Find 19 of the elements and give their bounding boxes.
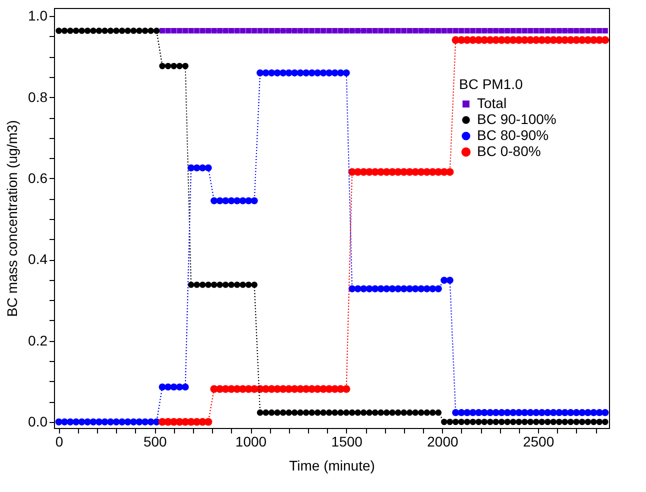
legend-label: BC 0-80%	[477, 143, 541, 159]
x-axis-title: Time (minute)	[289, 458, 375, 474]
x-tick-label: 2000	[427, 434, 458, 450]
y-tick-label: 0.8	[28, 88, 48, 105]
y-tick-label: 0.0	[28, 413, 48, 430]
legend-label: Total	[477, 95, 507, 111]
legend-label: BC 80-90%	[477, 127, 549, 143]
y-tick-label: 1.0	[28, 8, 48, 24]
y-tick-label: 0.2	[28, 332, 48, 348]
y-tick-label: 0.4	[28, 251, 48, 268]
y-axis-title: BC mass concentration (ug/m3)	[4, 120, 20, 317]
x-tick-label: 1000	[235, 434, 267, 450]
legend-title: BC PM1.0	[459, 76, 524, 92]
x-tick-label: 2500	[522, 434, 554, 450]
x-tick-label: 0	[55, 434, 64, 450]
x-tick-label: 1500	[331, 434, 363, 450]
x-tick-label: 500	[143, 434, 168, 450]
legend-label: BC 90-100%	[477, 111, 556, 127]
y-tick-label: 0.6	[28, 170, 48, 186]
